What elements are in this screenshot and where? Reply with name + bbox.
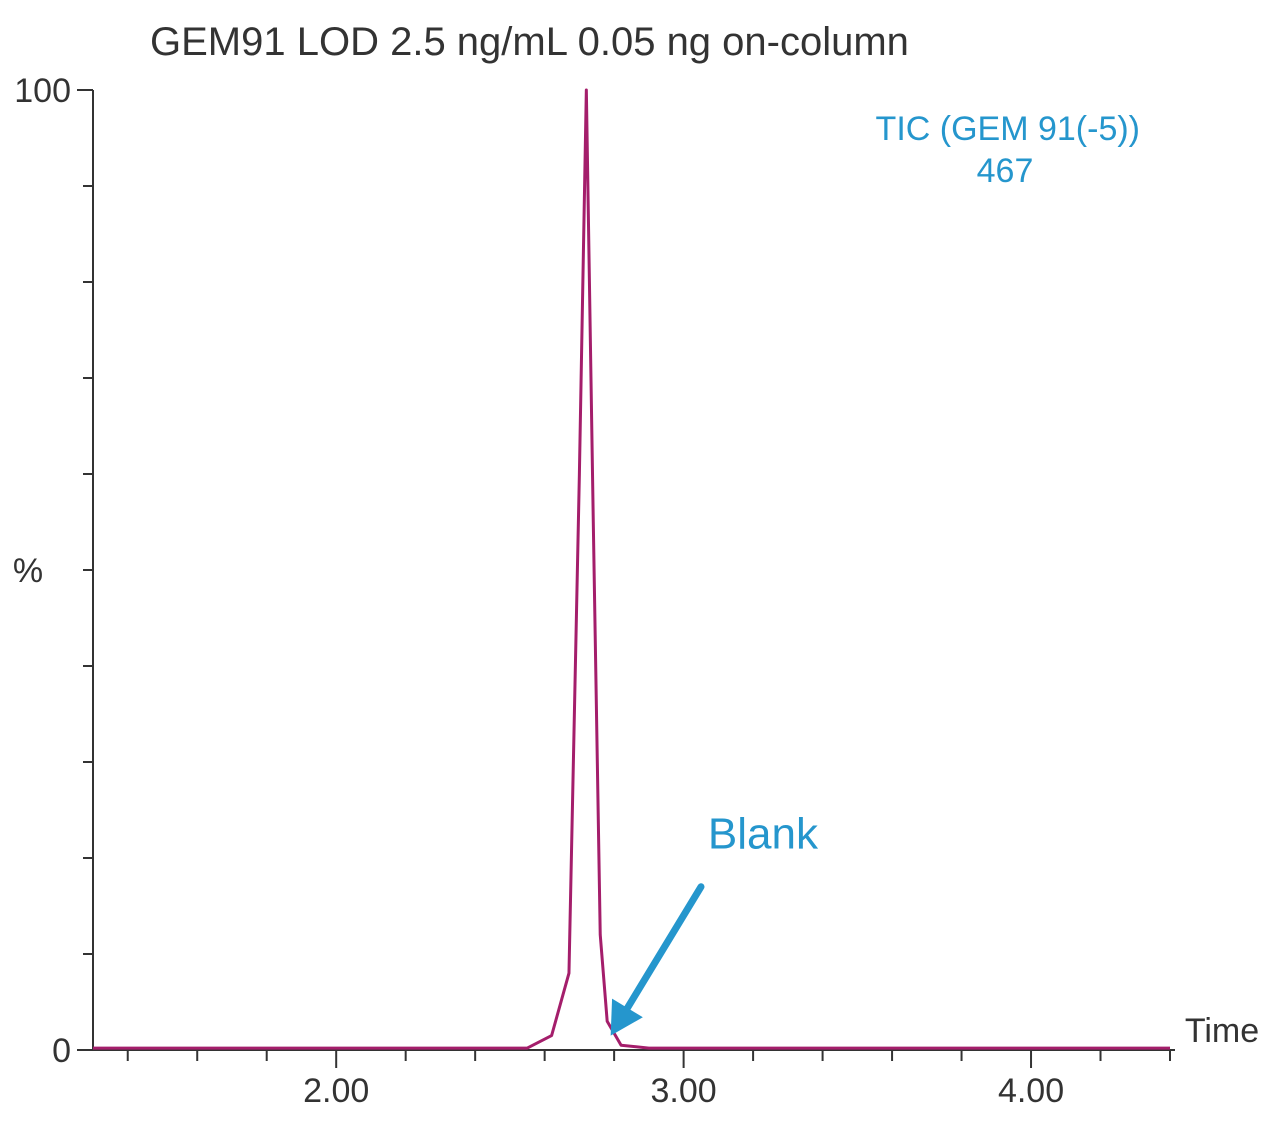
tic-annotation-line1: TIC (GEM 91(-5)): [876, 110, 1140, 148]
tic-annotation-line2: 467: [977, 152, 1034, 190]
x-tick-label: 3.00: [651, 1072, 717, 1110]
chart-title: GEM91 LOD 2.5 ng/mL 0.05 ng on-column: [150, 20, 909, 64]
chromatogram-chart: GEM91 LOD 2.5 ng/mL 0.05 ng on-column 0 10…: [0, 0, 1280, 1140]
y-tick-label: 100: [14, 72, 71, 110]
x-axis-label: Time: [1185, 1012, 1259, 1050]
y-axis-label: %: [13, 552, 43, 590]
y-tick-label: 0: [52, 1032, 71, 1070]
x-tick-label: 2.00: [303, 1072, 369, 1110]
chart-svg: GEM91 LOD 2.5 ng/mL 0.05 ng on-column 0 10…: [0, 0, 1280, 1140]
x-tick-label: 4.00: [998, 1072, 1064, 1110]
blank-label: Blank: [708, 809, 819, 858]
